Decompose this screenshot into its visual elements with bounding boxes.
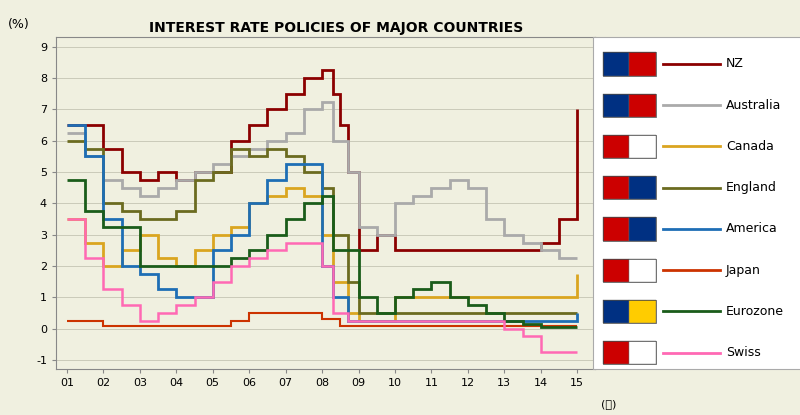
Bar (602, 217, 656, 241)
Bar (602, 135, 656, 158)
FancyBboxPatch shape (630, 176, 656, 199)
FancyBboxPatch shape (602, 341, 630, 364)
FancyBboxPatch shape (594, 37, 800, 369)
FancyBboxPatch shape (630, 259, 656, 282)
Text: (%): (%) (7, 18, 30, 31)
Bar (602, 300, 656, 323)
Bar (602, 176, 656, 199)
Text: NZ: NZ (726, 57, 744, 71)
Bar (602, 259, 656, 282)
Text: INTEREST RATE POLICIES OF MAJOR COUNTRIES: INTEREST RATE POLICIES OF MAJOR COUNTRIE… (149, 21, 523, 35)
FancyBboxPatch shape (630, 52, 656, 76)
Text: Japan: Japan (726, 264, 761, 277)
Text: America: America (726, 222, 778, 235)
FancyBboxPatch shape (602, 217, 630, 241)
FancyBboxPatch shape (602, 259, 630, 282)
FancyBboxPatch shape (602, 52, 630, 76)
Text: England: England (726, 181, 777, 194)
Text: Eurozone: Eurozone (726, 305, 784, 318)
FancyBboxPatch shape (630, 341, 656, 364)
Bar (602, 93, 656, 117)
Text: (年): (年) (601, 399, 616, 409)
Text: Canada: Canada (726, 140, 774, 153)
FancyBboxPatch shape (630, 93, 656, 117)
FancyBboxPatch shape (602, 300, 630, 323)
FancyBboxPatch shape (630, 217, 656, 241)
FancyBboxPatch shape (602, 135, 630, 158)
FancyBboxPatch shape (630, 300, 656, 323)
Text: Swiss: Swiss (726, 346, 761, 359)
FancyBboxPatch shape (602, 176, 630, 199)
FancyBboxPatch shape (602, 93, 630, 117)
Bar (602, 341, 656, 364)
Bar (602, 52, 656, 76)
FancyBboxPatch shape (630, 135, 656, 158)
Text: Australia: Australia (726, 99, 781, 112)
